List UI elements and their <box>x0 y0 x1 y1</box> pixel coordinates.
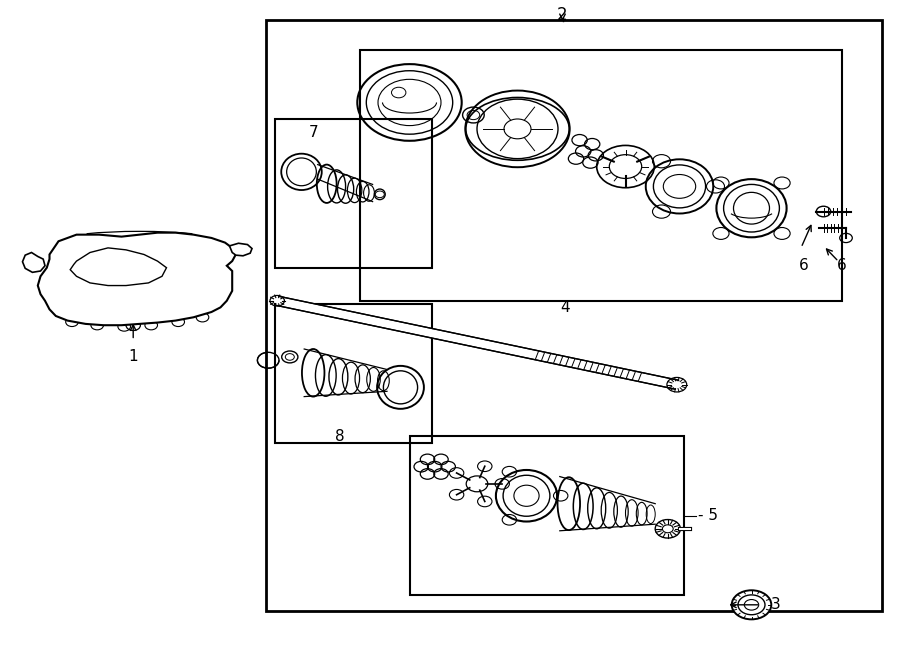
Text: 3: 3 <box>771 598 781 612</box>
Text: 6: 6 <box>837 258 846 273</box>
Text: 2: 2 <box>557 5 568 24</box>
Text: - 5: - 5 <box>698 508 717 523</box>
Text: 1: 1 <box>129 349 138 364</box>
Polygon shape <box>275 296 679 389</box>
Text: 7: 7 <box>309 125 318 139</box>
Bar <box>274 304 432 443</box>
Bar <box>410 436 684 595</box>
Bar <box>360 50 842 301</box>
Polygon shape <box>230 243 252 256</box>
Circle shape <box>732 590 771 619</box>
Bar <box>274 119 432 268</box>
Polygon shape <box>38 233 236 325</box>
Text: 8: 8 <box>336 429 345 444</box>
Text: 4: 4 <box>561 300 570 315</box>
Polygon shape <box>22 253 45 272</box>
Bar <box>266 20 882 611</box>
Text: 6: 6 <box>799 258 808 273</box>
